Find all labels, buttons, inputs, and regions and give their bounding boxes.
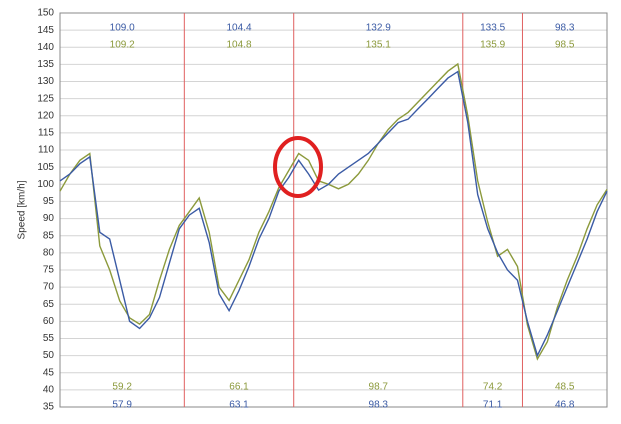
sector-min-label: 59.2	[112, 382, 132, 393]
y-tick-label: 145	[37, 25, 54, 36]
y-tick-label: 130	[37, 76, 54, 87]
y-tick-label: 60	[43, 316, 55, 327]
y-tick-label: 125	[37, 93, 54, 104]
y-tick-label: 80	[43, 247, 55, 258]
plot-frame	[59, 12, 608, 408]
y-tick-label: 55	[43, 333, 55, 344]
y-tick-label: 50	[43, 350, 55, 361]
sector-max-label: 104.4	[227, 23, 252, 34]
speed-line	[59, 70, 608, 358]
y-tick-label: 135	[37, 59, 54, 70]
y-tick-label: 85	[43, 230, 55, 241]
highlight-circle	[273, 136, 323, 198]
sector-min-label: 63.1	[229, 400, 249, 411]
sector-max-label: 135.9	[480, 40, 505, 51]
y-tick-label: 35	[43, 402, 55, 413]
y-tick-label: 115	[38, 128, 54, 139]
y-tick-label: 75	[43, 265, 55, 276]
sector-max-label: 109.0	[110, 23, 135, 34]
sector-max-label: 133.5	[480, 23, 505, 34]
sector-max-label: 98.5	[555, 40, 575, 51]
y-tick-label: 105	[37, 162, 54, 173]
speed-line	[59, 62, 608, 361]
sector-min-label: 74.2	[483, 382, 503, 393]
y-tick-label: 140	[37, 42, 54, 53]
sector-max-label: 135.1	[366, 40, 391, 51]
y-tick-label: 110	[38, 145, 54, 156]
sector-max-label: 109.2	[110, 40, 135, 51]
sector-max-label: 132.9	[366, 23, 391, 34]
sector-min-label: 57.9	[112, 400, 132, 411]
sector-min-label: 48.5	[555, 382, 575, 393]
y-tick-label: 45	[43, 367, 55, 378]
y-tick-label: 120	[37, 110, 54, 121]
sector-min-label: 98.3	[369, 400, 389, 411]
sector-min-label: 66.1	[229, 382, 249, 393]
y-tick-label: 90	[43, 213, 55, 224]
sector-min-label: 71.1	[483, 400, 503, 411]
y-tick-label: 65	[43, 299, 55, 310]
sector-min-label: 46.8	[555, 400, 575, 411]
y-tick-label: 100	[37, 179, 54, 190]
sector-max-label: 98.3	[555, 23, 575, 34]
y-tick-label: 150	[37, 8, 54, 19]
sector-max-label: 104.8	[227, 40, 252, 51]
sector-min-label: 98.7	[369, 382, 389, 393]
y-tick-label: 40	[43, 385, 55, 396]
y-axis-label: Speed [km/h]	[17, 180, 28, 239]
y-tick-label: 70	[43, 282, 55, 293]
y-tick-label: 95	[43, 196, 55, 207]
